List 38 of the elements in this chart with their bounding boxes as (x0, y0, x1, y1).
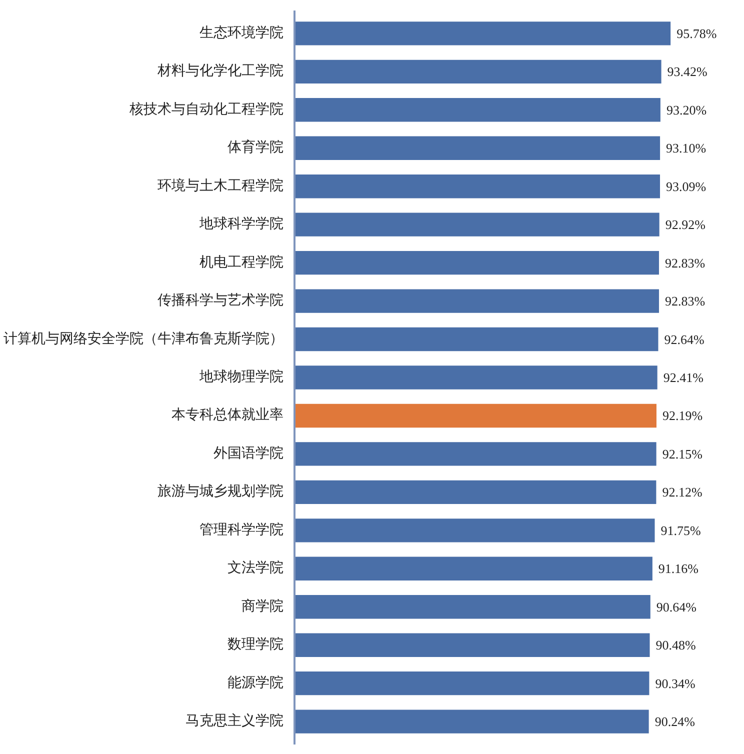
data-label: 93.09% (666, 178, 706, 194)
y-tick-label: 文法学院 (228, 560, 284, 576)
data-label: 91.75% (660, 522, 701, 538)
data-label: 92.19% (662, 408, 703, 424)
y-tick-label: 计算机与网络安全学院（牛津布鲁克斯学院） (4, 330, 284, 347)
y-tick-label: 管理科学学院 (200, 522, 284, 538)
data-label: 90.48% (656, 638, 696, 653)
y-tick-label: 地球物理学院 (198, 369, 284, 385)
data-label: 92.15% (662, 446, 703, 462)
data-label: 92.83% (664, 255, 706, 270)
data-label: 93.10% (666, 140, 706, 156)
y-tick-label: 数理学院 (228, 636, 284, 653)
y-tick-label: 旅游与城乡规划学院 (158, 484, 284, 500)
data-label: 93.42% (667, 64, 708, 80)
y-tick-label: 机电工程学院 (200, 254, 284, 270)
data-label: 92.64% (664, 332, 704, 347)
y-tick-label: 马克思主义学院 (186, 713, 284, 730)
y-tick-label: 传播科学与艺术学院 (158, 292, 284, 309)
y-tick-label: 材料与化学化工学院 (156, 63, 284, 80)
data-label: 90.34% (655, 676, 696, 691)
y-tick-label: 本专科总体就业率 (172, 407, 284, 424)
data-label: 95.78% (676, 26, 717, 41)
y-tick-label: 生态环境学院 (200, 24, 284, 41)
data-label: 92.83% (664, 294, 706, 309)
y-tick-label: 环境与土木工程学院 (158, 178, 284, 194)
data-label: 92.92% (665, 217, 706, 232)
data-label: 90.64% (656, 599, 697, 614)
data-label: 92.12% (662, 484, 702, 500)
data-label: 90.24% (654, 714, 696, 730)
y-tick-label: 外国语学院 (214, 445, 284, 462)
y-tick-label: 商学院 (242, 598, 284, 614)
data-label: 91.16% (658, 561, 699, 576)
data-label: 92.41% (663, 370, 704, 385)
y-tick-label: 能源学院 (228, 674, 284, 691)
y-tick-label: 体育学院 (228, 138, 284, 156)
y-tick-label: 地球科学学院 (198, 216, 284, 232)
data-label: 93.20% (666, 102, 707, 118)
y-tick-label: 核技术与自动化工程学院 (128, 101, 284, 118)
